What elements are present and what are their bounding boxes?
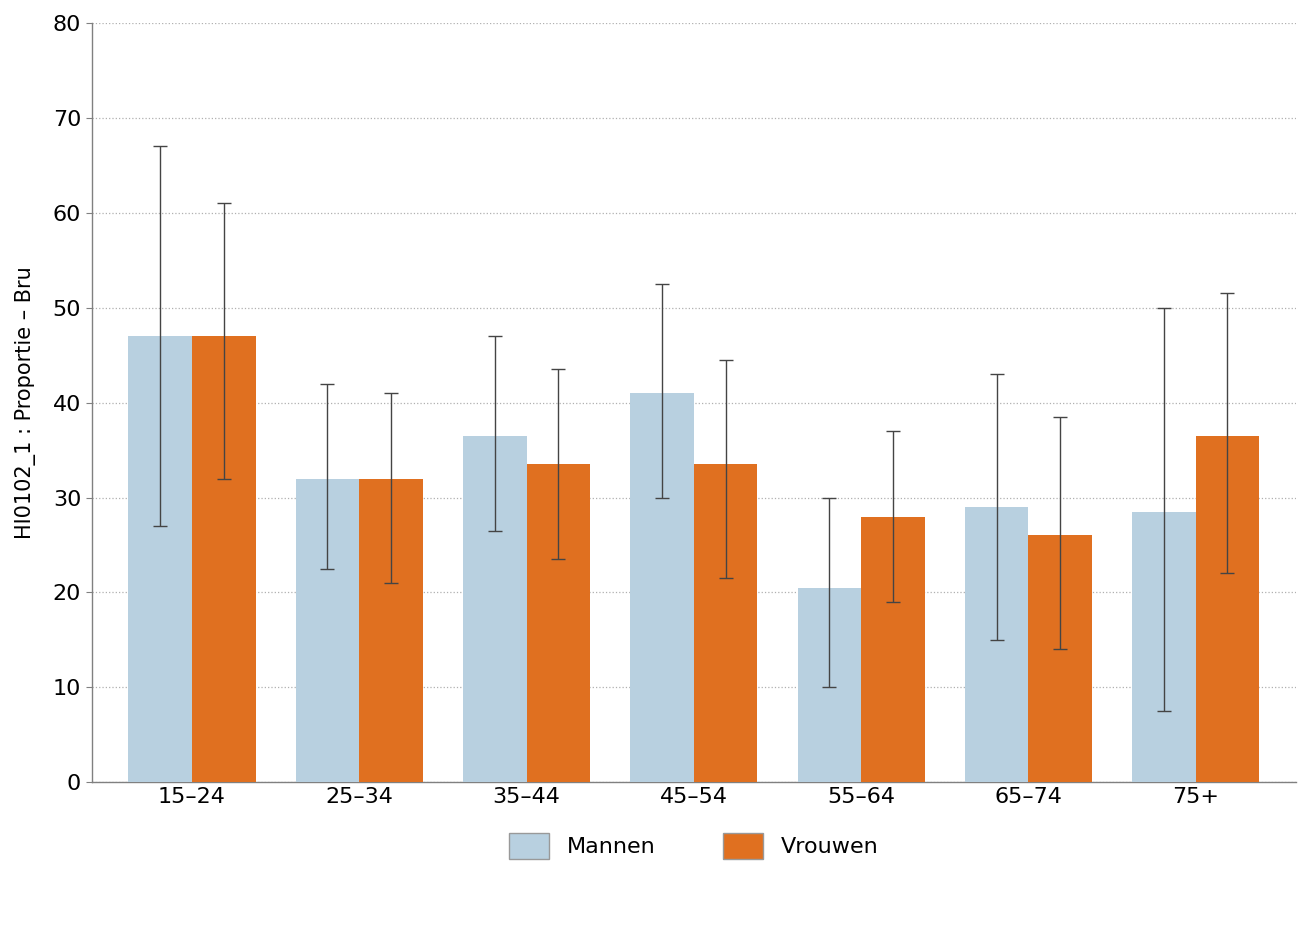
Bar bbox=[296, 478, 359, 782]
Bar bbox=[527, 464, 590, 782]
Bar bbox=[191, 336, 256, 782]
Bar bbox=[128, 336, 191, 782]
Bar bbox=[861, 517, 924, 782]
Bar bbox=[797, 588, 861, 782]
Legend: Mannen, Vrouwen: Mannen, Vrouwen bbox=[498, 822, 889, 870]
Bar bbox=[1133, 512, 1196, 782]
Bar bbox=[1196, 436, 1259, 782]
Bar bbox=[694, 464, 758, 782]
Bar bbox=[1028, 535, 1092, 782]
Bar bbox=[965, 507, 1028, 782]
Bar bbox=[359, 478, 423, 782]
Bar bbox=[631, 393, 694, 782]
Y-axis label: HI0102_1 : Proportie – Bru: HI0102_1 : Proportie – Bru bbox=[14, 266, 35, 539]
Bar bbox=[463, 436, 527, 782]
